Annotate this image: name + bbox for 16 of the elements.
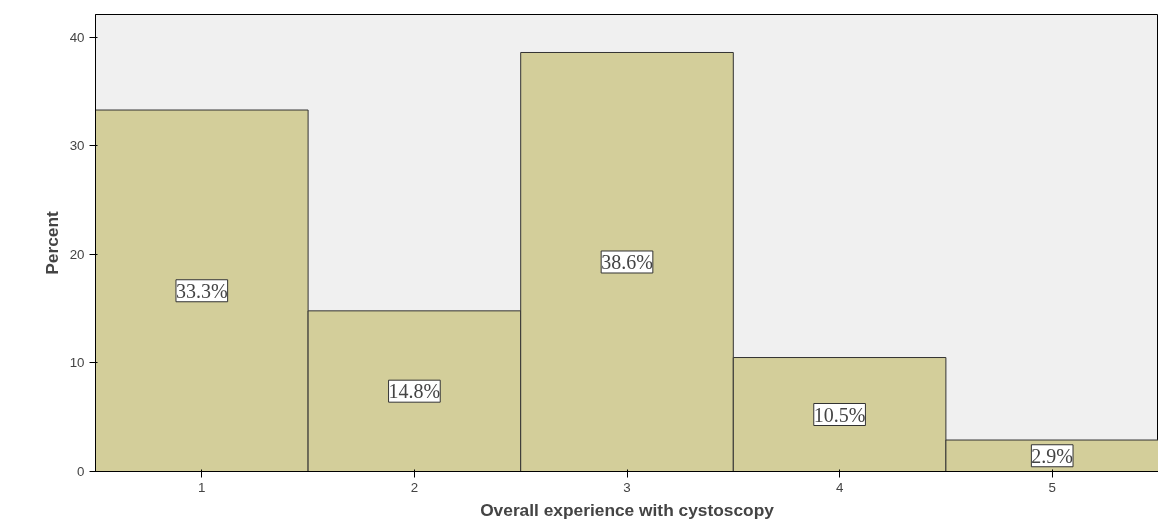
y-axis-title: Percent <box>41 210 62 275</box>
y-tick-label: 10 <box>69 355 85 371</box>
y-tick-label: 30 <box>69 138 85 154</box>
data-label: 33.3% <box>175 279 228 302</box>
x-tick-label: 3 <box>623 479 631 495</box>
x-tick-label: 2 <box>410 479 419 495</box>
data-label: 10.5% <box>813 403 866 426</box>
data-label: 2.9% <box>1031 444 1074 467</box>
x-tick-label: 5 <box>1048 479 1056 495</box>
x-tick-label: 1 <box>198 479 206 495</box>
x-tick-label: 4 <box>835 479 844 495</box>
y-tick-label: 0 <box>77 464 85 479</box>
y-tick-label: 40 <box>69 29 85 45</box>
x-axis-title: Overall experience with cystoscopy <box>480 499 775 520</box>
y-tick-label: 20 <box>69 246 85 262</box>
data-label: 14.8% <box>388 380 441 403</box>
